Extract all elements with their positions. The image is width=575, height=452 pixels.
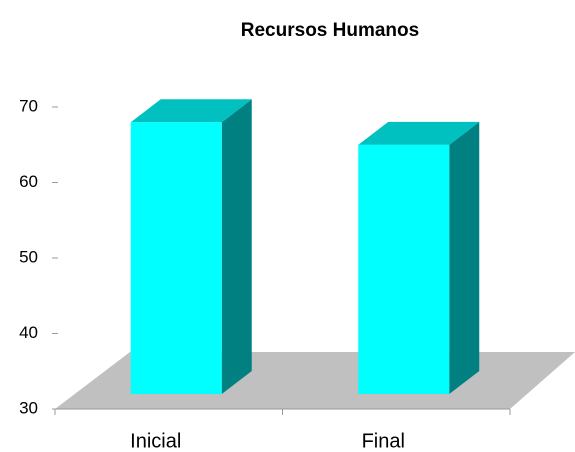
- bar: [358, 144, 450, 394]
- y-tick-label: 60: [19, 172, 38, 191]
- bar-side: [221, 99, 252, 394]
- x-tick-label: Final: [362, 430, 405, 452]
- bar-side: [449, 121, 480, 394]
- y-tick-label: 50: [19, 247, 38, 266]
- x-tick-label: Inicial: [130, 430, 181, 452]
- y-tick-label: 70: [19, 96, 38, 115]
- bar: [130, 122, 222, 394]
- y-tick-label: 30: [19, 398, 38, 417]
- bar-top: [358, 121, 480, 145]
- bar-top: [130, 99, 252, 123]
- y-tick-label: 40: [19, 323, 38, 342]
- chart-title: Recursos Humanos: [241, 20, 419, 41]
